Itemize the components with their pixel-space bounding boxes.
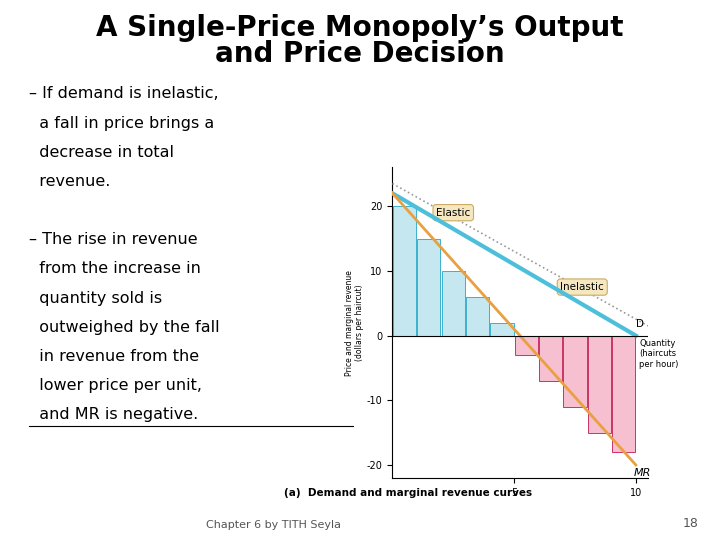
Text: D: D: [636, 319, 644, 329]
Bar: [490, 323, 513, 335]
Text: outweighed by the fall: outweighed by the fall: [29, 320, 220, 335]
Bar: [441, 271, 465, 335]
Text: Quantity
(haircuts
per hour): Quantity (haircuts per hour): [639, 339, 679, 369]
Bar: [393, 206, 416, 335]
Text: Inelastic: Inelastic: [560, 282, 604, 292]
Y-axis label: Price and marginal revenue
(dollars per haircut): Price and marginal revenue (dollars per …: [345, 269, 364, 376]
Text: and MR is negative.: and MR is negative.: [29, 407, 198, 422]
Text: Elastic: Elastic: [436, 208, 470, 218]
Text: – The rise in revenue: – The rise in revenue: [29, 232, 197, 247]
Bar: [564, 335, 587, 407]
Text: Chapter 6 by TITH Seyla: Chapter 6 by TITH Seyla: [206, 520, 341, 530]
Text: from the increase in: from the increase in: [29, 261, 201, 276]
Bar: [515, 335, 538, 355]
Text: quantity sold is: quantity sold is: [29, 291, 162, 306]
Text: MR: MR: [634, 468, 651, 478]
Text: (a)  Demand and marginal revenue curves: (a) Demand and marginal revenue curves: [284, 488, 533, 498]
Bar: [466, 297, 489, 335]
Text: A Single-Price Monopoly’s Output: A Single-Price Monopoly’s Output: [96, 14, 624, 42]
Bar: [418, 239, 441, 335]
Text: 18: 18: [683, 517, 698, 530]
Text: and Price Decision: and Price Decision: [215, 40, 505, 69]
Bar: [539, 335, 562, 381]
Text: lower price per unit,: lower price per unit,: [29, 378, 202, 393]
Text: – If demand is inelastic,: – If demand is inelastic,: [29, 86, 218, 102]
Bar: [588, 335, 611, 433]
Text: a fall in price brings a: a fall in price brings a: [29, 116, 214, 131]
Text: revenue.: revenue.: [29, 174, 110, 189]
Text: ________________________: ________________________: [29, 409, 188, 422]
Text: in revenue from the: in revenue from the: [29, 349, 199, 364]
Bar: [612, 335, 635, 452]
Text: decrease in total: decrease in total: [29, 145, 174, 160]
